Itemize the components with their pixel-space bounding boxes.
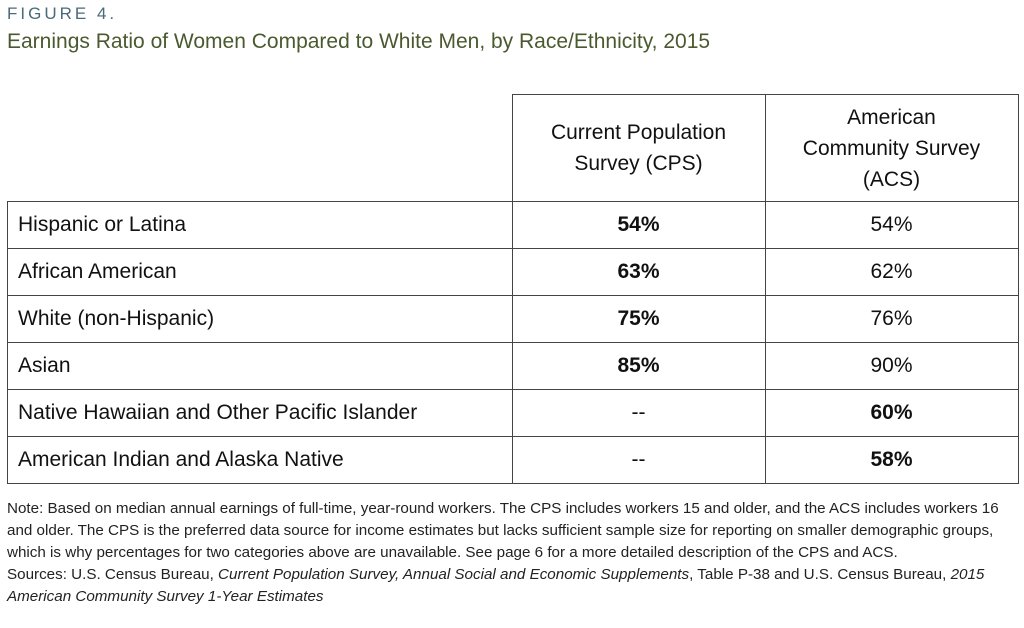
row-label: American Indian and Alaska Native [7, 436, 513, 484]
sources-title-cps: Current Population Survey, Annual Social… [218, 566, 690, 583]
cps-value: 85% [511, 342, 766, 390]
column-header-cps-line1: Current Population [550, 121, 727, 144]
acs-value: 60% [764, 389, 1019, 437]
sources-middle: , Table P-38 and U.S. Census Bureau, [689, 566, 951, 583]
column-header-acs-line3: (ACS) [862, 167, 921, 191]
figure-title: Earnings Ratio of Women Compared to Whit… [7, 30, 711, 53]
table-row: Native Hawaiian and Other Pacific Island… [7, 389, 1019, 437]
table-row: American Indian and Alaska Native -- 58% [7, 436, 1019, 484]
cps-value: -- [511, 389, 766, 437]
cps-value: 75% [511, 295, 766, 343]
row-label: Native Hawaiian and Other Pacific Island… [7, 389, 513, 437]
figure-label: FIGURE 4. [7, 4, 118, 23]
column-header-acs: American Community Survey (ACS) [764, 94, 1019, 202]
figure-notes: Note: Based on median annual earnings of… [7, 498, 1015, 608]
header-blank-cell [7, 94, 513, 202]
row-label: Asian [7, 342, 513, 390]
row-label: Hispanic or Latina [7, 201, 513, 249]
acs-value: 76% [764, 295, 1019, 343]
earnings-ratio-table: Current Population Survey (CPS) American… [7, 94, 1019, 484]
table-row: Hispanic or Latina 54% 54% [7, 201, 1019, 249]
table-row: African American 63% 62% [7, 248, 1019, 296]
row-label: White (non-Hispanic) [7, 295, 513, 343]
table-header-row: Current Population Survey (CPS) American… [7, 94, 1019, 202]
cps-value: -- [511, 436, 766, 484]
table-row: Asian 85% 90% [7, 342, 1019, 390]
table-row: White (non-Hispanic) 75% 76% [7, 295, 1019, 343]
sources-text: Sources: U.S. Census Bureau, Current Pop… [7, 564, 1015, 608]
acs-value: 62% [764, 248, 1019, 296]
column-header-cps: Current Population Survey (CPS) [511, 94, 766, 202]
acs-value: 54% [764, 201, 1019, 249]
column-header-acs-line2: Community Survey [802, 136, 981, 160]
cps-value: 54% [511, 201, 766, 249]
column-header-acs-line1: American [847, 105, 936, 129]
column-header-cps-line2: Survey (CPS) [574, 152, 703, 175]
sources-prefix: Sources: U.S. Census Bureau, [7, 566, 219, 583]
note-text: Note: Based on median annual earnings of… [7, 500, 999, 561]
acs-value: 58% [764, 436, 1019, 484]
cps-value: 63% [511, 248, 766, 296]
sources-title-acs: 2015 American Community Survey 1-Year Es… [7, 566, 985, 605]
row-label: African American [7, 248, 513, 296]
acs-value: 90% [764, 342, 1019, 390]
